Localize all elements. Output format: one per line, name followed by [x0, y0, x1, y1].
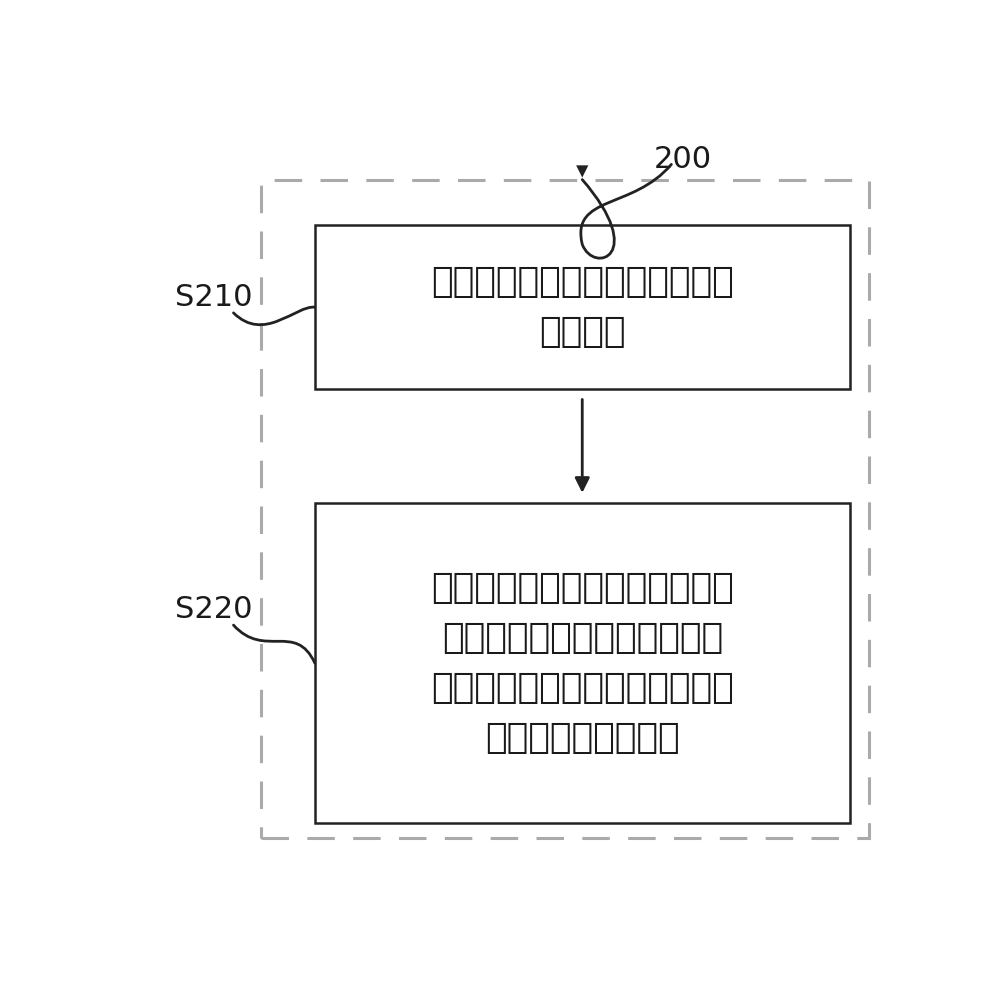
Bar: [315, 503, 850, 823]
Text: 根据温湿度信息和预存储的控制
方案表，确定指定的控制数据
组，并以指定的控制数据组控制
存储环境的存储条件: 根据温湿度信息和预存储的控制 方案表，确定指定的控制数据 组，并以指定的控制数据…: [431, 571, 734, 756]
Text: S210: S210: [175, 283, 253, 313]
Bar: [261, 180, 869, 839]
Text: 200: 200: [654, 145, 712, 174]
Text: 获取仓储烟叶所在存储环境的温
湿度信息: 获取仓储烟叶所在存储环境的温 湿度信息: [431, 265, 734, 349]
Bar: [315, 225, 850, 389]
Text: S220: S220: [175, 595, 253, 624]
